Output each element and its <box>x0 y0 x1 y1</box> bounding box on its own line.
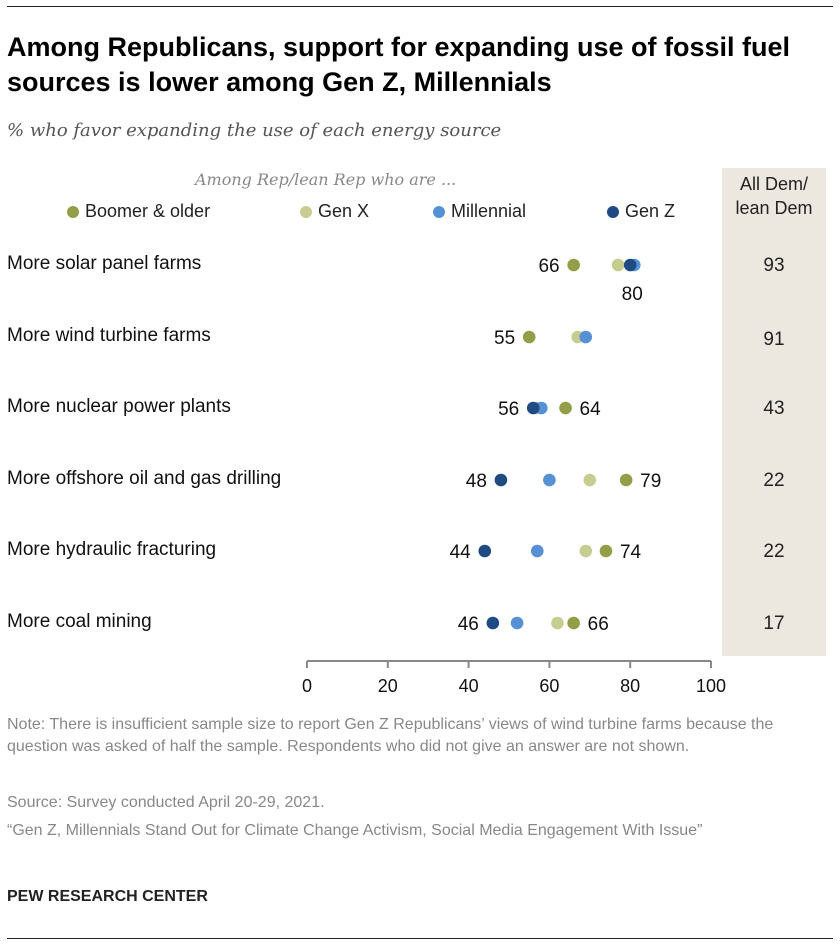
dot-gen-z <box>486 616 500 630</box>
data-label: 44 <box>450 542 472 563</box>
row-label: More nuclear power plants <box>7 396 231 417</box>
x-tick-label: 80 <box>620 676 640 696</box>
dot-gen-z <box>494 473 508 487</box>
x-tick-label: 100 <box>696 676 726 696</box>
x-tick-label: 0 <box>302 676 312 696</box>
report-title: “Gen Z, Millennials Stand Out for Climat… <box>7 822 703 839</box>
data-label: 66 <box>538 256 559 277</box>
data-label: 80 <box>622 284 643 305</box>
rep-group-header: Among Rep/lean Rep who are ... <box>195 170 457 189</box>
dot-gen-z <box>478 544 492 558</box>
data-label: 48 <box>466 471 487 492</box>
dot-boomer-older <box>559 401 572 415</box>
dot-gen-x <box>579 544 593 558</box>
data-label: 55 <box>494 328 515 349</box>
dem-column-background <box>722 168 826 656</box>
x-tick-label: 20 <box>378 676 398 696</box>
legend-swatch <box>300 205 312 218</box>
row-label: More coal mining <box>7 611 152 632</box>
dot-millennial <box>510 616 524 630</box>
note-text: Note: There is insufficient sample size … <box>7 716 774 755</box>
dot-gen-x <box>611 258 625 272</box>
legend-swatch <box>607 205 619 218</box>
x-tick-label: 40 <box>459 676 479 696</box>
dem-value: 93 <box>763 255 785 276</box>
row-label: More wind turbine farms <box>7 325 211 346</box>
dot-millennial <box>579 330 593 344</box>
legend-swatch <box>67 205 79 218</box>
brand-logo-text: PEW RESEARCH CENTER <box>7 888 208 905</box>
dot-gen-z <box>623 258 637 272</box>
data-label: 46 <box>458 614 479 635</box>
data-label: 74 <box>620 542 642 563</box>
legend-item: Millennial <box>433 201 526 222</box>
chart-title: Among Republicans, support for expanding… <box>7 32 791 97</box>
legend-item: Gen Z <box>607 201 675 222</box>
dot-boomer-older <box>599 544 613 558</box>
row-label: More solar panel farms <box>7 253 202 274</box>
legend-item: Boomer & older <box>67 201 210 222</box>
row-label: More hydraulic fracturing <box>7 539 217 560</box>
row-label: More offshore oil and gas drilling <box>7 468 282 489</box>
bottom-rule <box>7 938 833 939</box>
legend-label: Gen X <box>318 201 370 221</box>
dot-gen-z <box>526 401 540 415</box>
legend-swatch <box>433 205 445 218</box>
dem-value: 22 <box>763 541 785 562</box>
dot-millennial <box>530 544 544 558</box>
data-label: 79 <box>640 471 661 492</box>
data-label: 66 <box>588 614 609 635</box>
data-label: 56 <box>498 399 519 420</box>
data-label: 64 <box>580 399 602 420</box>
dot-gen-x <box>551 616 564 630</box>
dot-boomer-older <box>522 330 536 344</box>
dot-boomer-older <box>567 258 580 272</box>
source-text: Source: Survey conducted April 20-29, 20… <box>7 794 325 811</box>
dem-column-header: All Dem/ lean Dem <box>735 174 813 218</box>
dot-gen-x <box>583 473 597 487</box>
legend-item: Gen X <box>300 201 369 222</box>
legend-label: Gen Z <box>625 201 676 221</box>
dem-value: 91 <box>763 329 785 350</box>
dem-value: 22 <box>763 470 785 491</box>
x-tick-label: 60 <box>539 676 559 696</box>
legend-label: Boomer & older <box>85 201 211 221</box>
legend-label: Millennial <box>451 201 527 221</box>
dot-boomer-older <box>619 473 633 487</box>
dem-value: 17 <box>763 613 785 634</box>
dot-millennial <box>543 473 556 487</box>
chart-subtitle: % who favor expanding the use of each en… <box>7 120 502 141</box>
dem-value: 43 <box>763 398 785 419</box>
top-rule <box>7 6 833 7</box>
dot-boomer-older <box>567 616 580 630</box>
